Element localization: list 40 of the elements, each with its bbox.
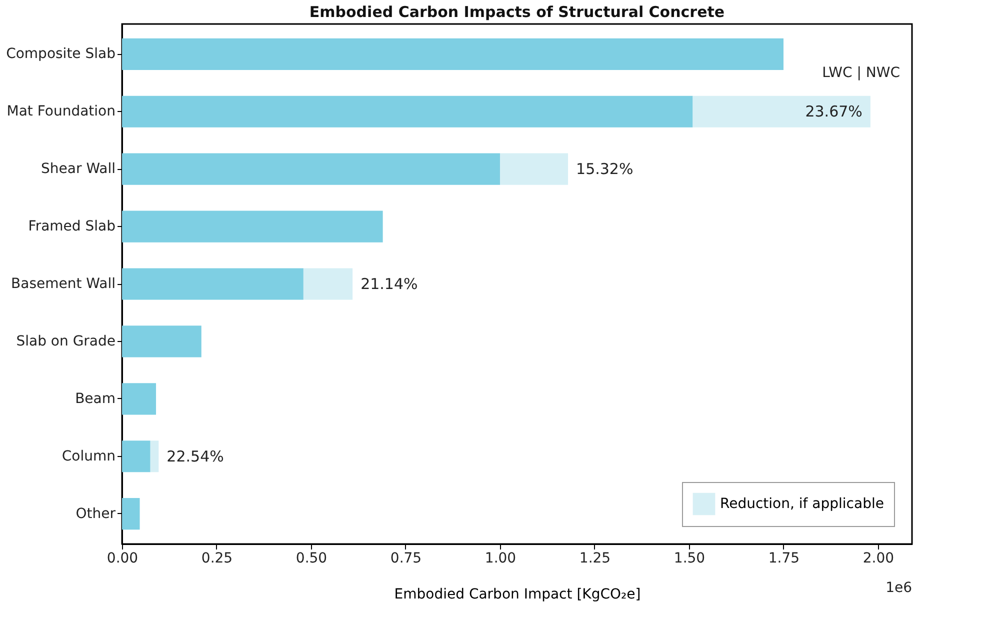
bar [122,440,150,472]
bar [303,268,353,300]
annotation: LWC | NWC [822,65,900,82]
y-tick-label: Slab on Grade [16,333,116,350]
x-tick-label: 1.75 [768,550,800,566]
x-tick-label: 2.00 [862,550,894,566]
x-tick-label: 0.25 [201,550,233,566]
x-tick-label: 0.75 [390,550,422,566]
y-tick-label: Other [76,506,116,522]
bar [692,96,870,128]
x-tick-label: 0.50 [296,550,328,566]
bar [122,96,693,128]
bar [500,153,568,185]
annotation: 21.14% [360,275,418,293]
text: 1e6 [886,580,912,596]
bar [150,440,159,472]
x-axis-title: Embodied Carbon Impact [KgCO₂e] [394,586,641,602]
y-tick-label: Beam [75,390,116,407]
y-tick-label: Column [62,448,116,464]
bar [122,326,202,358]
annotation: 22.54% [166,447,224,466]
annotation: 15.32% [576,160,634,178]
y-tick-label: Composite Slab [6,46,116,62]
annotation: 23.67% [805,102,862,121]
x-tick-label: 0.00 [106,550,138,566]
y-tick-label: Basement Wall [11,276,116,292]
x-tick-label: 1.25 [579,550,611,566]
bar [122,268,304,300]
bar [122,210,383,242]
x-tick-label: 1.00 [484,550,516,566]
bar [122,38,784,70]
x-tick-label: 1.50 [674,550,706,566]
y-tick-label: Framed Slab [28,218,116,235]
bar [122,383,156,415]
chart-title: Embodied Carbon Impacts of Structural Concrete [309,3,725,21]
y-tick-label: Mat Foundation [6,104,116,120]
bar [122,153,500,185]
legend-label: Reduction, if applicable [720,496,884,512]
y-tick-label: Shear Wall [41,161,116,178]
bar [122,498,140,530]
